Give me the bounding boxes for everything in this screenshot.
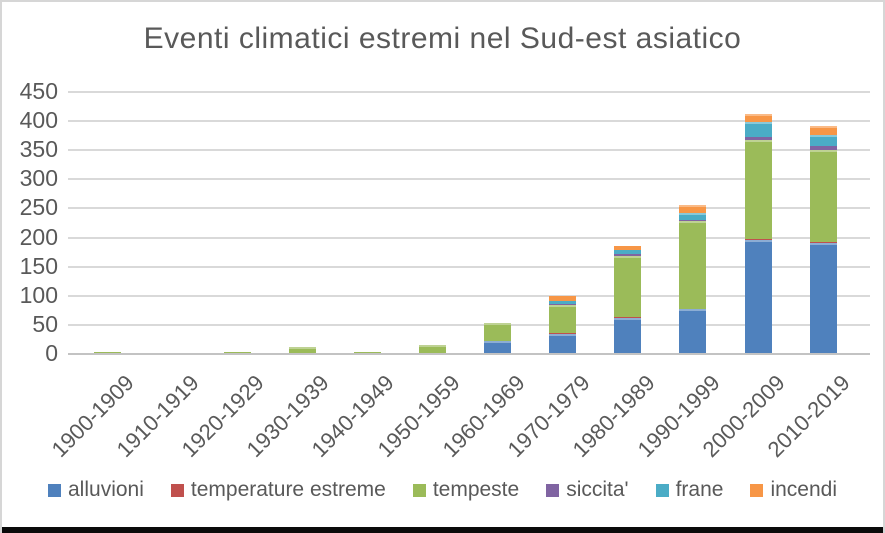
y-tick-label: 50 bbox=[32, 310, 58, 337]
legend-label: alluvioni bbox=[68, 478, 144, 501]
bar-segment-tempeste bbox=[744, 140, 772, 240]
bar-1930-1939 bbox=[288, 347, 316, 354]
legend-label: siccita' bbox=[566, 478, 629, 501]
y-tick-label: 400 bbox=[19, 107, 58, 134]
bar-segment-incendi bbox=[744, 114, 772, 123]
legend-item-alluvioni: alluvioni bbox=[48, 478, 144, 502]
legend-item-temperature-estreme: temperature estreme bbox=[170, 478, 386, 502]
legend-label: incendi bbox=[770, 478, 837, 501]
gridline bbox=[68, 120, 870, 123]
gridline bbox=[68, 149, 870, 152]
legend-swatch-icon bbox=[655, 483, 669, 497]
bar-segment-siccita- bbox=[809, 145, 837, 150]
legend-swatch-icon bbox=[750, 483, 764, 497]
legend-item-siccita-: siccita' bbox=[546, 478, 629, 502]
legend-swatch-icon bbox=[48, 483, 61, 497]
y-tick-label: 350 bbox=[19, 136, 58, 163]
gridline bbox=[68, 294, 870, 297]
bar-segment-siccita- bbox=[614, 254, 642, 257]
legend-swatch-icon bbox=[412, 483, 426, 497]
gridline bbox=[68, 323, 870, 326]
bar-1920-1929 bbox=[223, 351, 251, 354]
y-axis-labels: 0 50 100 150 200 250 300 350 400 450 bbox=[2, 80, 58, 365]
bar-segment-incendi bbox=[614, 245, 642, 251]
bar-segment-tempeste bbox=[614, 256, 642, 318]
bar-segment-siccita- bbox=[679, 219, 707, 222]
gridline bbox=[68, 207, 870, 210]
y-tick-label: 100 bbox=[19, 281, 58, 308]
bar-segment-incendi bbox=[549, 296, 577, 302]
y-tick-label: 0 bbox=[45, 340, 58, 367]
bar-segment-temperature-estreme bbox=[614, 317, 642, 318]
bar-segment-incendi bbox=[679, 204, 707, 213]
bar-segment-tempeste bbox=[288, 347, 316, 354]
bar-segment-tempeste bbox=[419, 345, 446, 354]
bar-segment-siccita- bbox=[549, 303, 577, 305]
bar-segment-frane bbox=[614, 250, 642, 255]
bar-segment-alluvioni bbox=[614, 317, 642, 354]
bar-segment-tempeste bbox=[223, 351, 251, 354]
bar-1990-1999 bbox=[679, 204, 707, 354]
bar-segment-temperature-estreme bbox=[744, 239, 772, 241]
bar-segment-alluvioni bbox=[549, 333, 577, 354]
bar-2010-2019 bbox=[809, 126, 837, 354]
bar-2000-2009 bbox=[744, 114, 772, 354]
bar-1900-1909 bbox=[93, 351, 121, 354]
bar-segment-tempeste bbox=[549, 304, 577, 334]
bar-segment-frane bbox=[679, 212, 707, 220]
legend-item-incendi: incendi bbox=[750, 478, 837, 502]
bar-segment-tempeste bbox=[93, 351, 121, 354]
plot-area bbox=[68, 91, 870, 355]
bar-segment-temperature-estreme bbox=[549, 333, 577, 334]
legend-label: frane bbox=[675, 478, 724, 501]
bar-1960-1969 bbox=[484, 323, 512, 354]
bar-segment-frane bbox=[809, 134, 837, 146]
legend-label: temperature estreme bbox=[190, 478, 386, 501]
y-tick-label: 150 bbox=[19, 252, 58, 279]
bar-segment-alluvioni bbox=[744, 240, 772, 354]
gridline bbox=[68, 91, 870, 93]
y-tick-label: 250 bbox=[19, 194, 58, 221]
legend-item-tempeste: tempeste bbox=[412, 478, 520, 502]
legend-swatch-icon bbox=[546, 483, 560, 497]
bar-segment-incendi bbox=[809, 126, 837, 135]
bar-segment-temperature-estreme bbox=[809, 241, 837, 243]
bar-segment-frane bbox=[549, 301, 577, 304]
legend-swatch-icon bbox=[170, 483, 184, 497]
bar-segment-tempeste bbox=[484, 323, 512, 342]
gridline bbox=[68, 236, 870, 239]
legend-item-frane: frane bbox=[655, 478, 724, 502]
gridline bbox=[68, 178, 870, 181]
bar-1980-1989 bbox=[614, 245, 642, 354]
bar-segment-alluvioni bbox=[484, 341, 512, 354]
bar-segment-alluvioni bbox=[679, 309, 707, 354]
bar-segment-siccita- bbox=[744, 137, 772, 141]
bar-segment-tempeste bbox=[809, 149, 837, 242]
y-tick-label: 300 bbox=[19, 165, 58, 192]
x-axis-line bbox=[68, 353, 870, 355]
gridline bbox=[68, 265, 870, 268]
bar-1950-1959 bbox=[419, 345, 446, 354]
x-axis-labels: 1900-1909 1910-1919 1920-1929 1930-1939 1940… bbox=[47, 366, 870, 476]
bar-segment-frane bbox=[744, 122, 772, 138]
bar-1970-1979 bbox=[549, 296, 577, 354]
bottom-black-strip bbox=[2, 527, 883, 533]
y-tick-label: 200 bbox=[19, 223, 58, 250]
bar-segment-alluvioni bbox=[809, 242, 837, 354]
bar-segment-temperature-estreme bbox=[679, 308, 707, 310]
bar-segment-tempeste bbox=[679, 221, 707, 309]
legend: alluvioni temperature estreme tempeste sicc… bbox=[2, 478, 883, 502]
legend-label: tempeste bbox=[432, 478, 520, 501]
chart-title: Eventi climatici estremi nel Sud-est asi… bbox=[143, 22, 742, 55]
y-tick-label: 450 bbox=[19, 78, 58, 105]
